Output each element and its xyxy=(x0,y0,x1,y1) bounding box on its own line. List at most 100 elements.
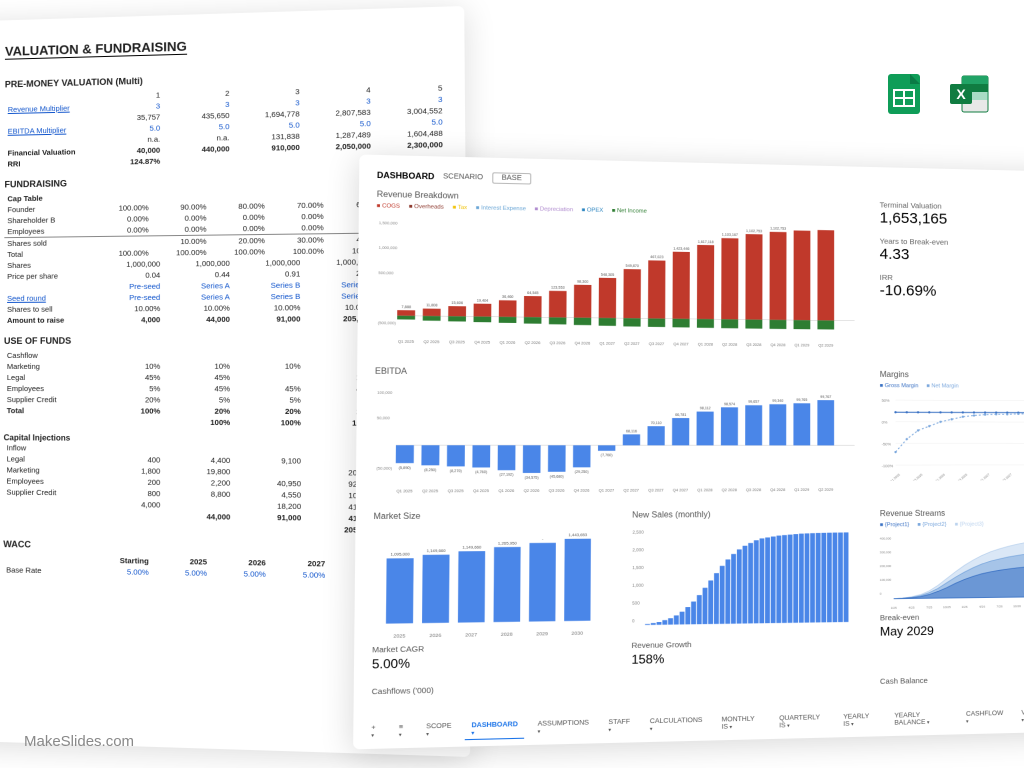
svg-text:Q3 2025: Q3 2025 xyxy=(912,473,924,481)
tab-dashboard[interactable]: DASHBOARD xyxy=(465,719,525,741)
svg-text:Q2 2026: Q2 2026 xyxy=(525,340,541,345)
svg-text:Q1 2027: Q1 2027 xyxy=(599,488,615,493)
svg-text:123,553: 123,553 xyxy=(551,286,565,290)
svg-text:100,000: 100,000 xyxy=(880,578,892,582)
svg-text:1,103,167: 1,103,167 xyxy=(722,233,738,237)
svg-text:70,110: 70,110 xyxy=(651,421,662,425)
svg-text:7,888: 7,888 xyxy=(401,305,411,309)
svg-text:-: - xyxy=(542,537,544,542)
svg-text:98,574: 98,574 xyxy=(724,402,735,406)
svg-text:1,500: 1,500 xyxy=(632,566,644,571)
svg-text:Q2 2028: Q2 2028 xyxy=(722,342,737,347)
svg-text:1,102,753: 1,102,753 xyxy=(746,229,762,233)
svg-text:-50%: -50% xyxy=(882,441,892,446)
kpi-column: Terminal Valuation1,653,165 Years to Bre… xyxy=(880,200,1024,357)
tab-calculations[interactable]: CALCULATIONS xyxy=(643,714,709,735)
svg-text:0%: 0% xyxy=(882,420,888,425)
svg-text:(5,890): (5,890) xyxy=(399,466,411,470)
svg-text:200,000: 200,000 xyxy=(880,564,892,568)
svg-text:64,545: 64,545 xyxy=(527,291,539,295)
svg-text:(4,760): (4,760) xyxy=(475,470,487,474)
svg-text:Q1 2026: Q1 2026 xyxy=(500,340,516,345)
sheet-tabs: + ≡ SCOPE DASHBOARD ASSUMPTIONS STAFF CALCULAT… xyxy=(364,706,1024,742)
svg-text:98,300: 98,300 xyxy=(577,279,588,283)
scenario-select[interactable]: BASE xyxy=(492,172,532,184)
dashboard-sheet: DASHBOARD SCENARIO BASE Revenue Breakdow… xyxy=(353,154,1024,749)
revenue-streams-chart: Revenue Streams {Project1}{Project2}{Pro… xyxy=(880,509,1024,663)
svg-text:(45,680): (45,680) xyxy=(550,474,564,478)
svg-text:549,870: 549,870 xyxy=(626,264,639,268)
tab-assumptions[interactable]: ASSUMPTIONS xyxy=(531,717,596,739)
tab-monthly-is[interactable]: MONTHLY IS xyxy=(715,713,766,734)
svg-text:Q3 2026: Q3 2026 xyxy=(957,473,969,481)
svg-text:98,112: 98,112 xyxy=(700,406,711,410)
svg-text:Q2 2029: Q2 2029 xyxy=(818,487,833,492)
tab-staff[interactable]: STAFF xyxy=(602,716,637,737)
svg-text:Q4 2026: Q4 2026 xyxy=(575,340,591,345)
svg-text:Q1 2029: Q1 2029 xyxy=(794,487,809,492)
tab-yearly-balance[interactable]: YEARLY BALANCE xyxy=(888,709,954,730)
svg-text:2027: 2027 xyxy=(465,633,477,639)
svg-text:Q3 2026: Q3 2026 xyxy=(550,340,566,345)
svg-text:(500,000): (500,000) xyxy=(378,320,397,325)
svg-text:1/25: 1/25 xyxy=(891,606,897,610)
tab-quarterly-is[interactable]: QUARTERLY IS xyxy=(773,712,831,733)
svg-text:Q1 2027: Q1 2027 xyxy=(979,472,991,481)
svg-text:10/25: 10/25 xyxy=(943,605,951,609)
svg-text:Q2 2026: Q2 2026 xyxy=(524,488,540,493)
svg-text:Q3 2025: Q3 2025 xyxy=(448,488,464,493)
svg-text:1,443,653: 1,443,653 xyxy=(568,532,588,537)
svg-text:Q3 2025: Q3 2025 xyxy=(449,339,465,344)
svg-text:2030: 2030 xyxy=(571,631,583,637)
app-icons: X xyxy=(882,72,992,121)
svg-text:Q1 2029: Q1 2029 xyxy=(794,342,809,347)
svg-text:500,000: 500,000 xyxy=(378,270,393,275)
svg-text:Q4 2027: Q4 2027 xyxy=(673,488,688,493)
svg-text:1/26: 1/26 xyxy=(962,605,968,609)
tab-cashflow[interactable]: CASHFLOW xyxy=(960,708,1009,729)
svg-text:1,149,660: 1,149,660 xyxy=(427,548,447,553)
svg-text:15,606: 15,606 xyxy=(451,301,463,305)
svg-text:99,657: 99,657 xyxy=(748,400,759,404)
svg-text:(27,192): (27,192) xyxy=(499,473,513,477)
svg-text:Q1 2028: Q1 2028 xyxy=(698,341,713,346)
svg-text:(8,270): (8,270) xyxy=(450,469,462,473)
svg-text:Q4 2025: Q4 2025 xyxy=(473,488,489,493)
svg-text:2026: 2026 xyxy=(429,633,441,639)
tab-scope[interactable]: SCOPE xyxy=(419,720,458,741)
svg-text:Q2 2027: Q2 2027 xyxy=(623,488,639,493)
svg-text:Q1 2026: Q1 2026 xyxy=(498,488,514,493)
sheet-menu-button[interactable]: ≡ xyxy=(392,721,413,742)
svg-text:2025: 2025 xyxy=(393,634,405,640)
svg-text:1,423,446: 1,423,446 xyxy=(673,246,689,250)
svg-text:1,102,753: 1,102,753 xyxy=(770,227,786,231)
svg-text:1,000: 1,000 xyxy=(632,583,644,588)
svg-text:68,116: 68,116 xyxy=(626,429,637,433)
tab-valuation[interactable]: VALUATION xyxy=(1015,706,1024,726)
svg-text:50,000: 50,000 xyxy=(377,415,390,420)
svg-text:1,265,950: 1,265,950 xyxy=(498,541,518,546)
add-sheet-button[interactable]: + xyxy=(364,722,385,743)
svg-text:66,781: 66,781 xyxy=(675,413,686,417)
svg-text:99,340: 99,340 xyxy=(772,399,783,403)
svg-text:Q2 2025: Q2 2025 xyxy=(423,339,439,344)
svg-text:500: 500 xyxy=(632,601,640,606)
svg-text:Q4 2026: Q4 2026 xyxy=(574,488,590,493)
svg-text:1,000,000: 1,000,000 xyxy=(379,245,398,250)
svg-text:0: 0 xyxy=(880,592,882,596)
svg-text:Q1 2026: Q1 2026 xyxy=(934,473,946,481)
svg-text:Q2 2027: Q2 2027 xyxy=(624,341,639,346)
svg-text:7/26: 7/26 xyxy=(997,605,1003,609)
new-sales-chart: New Sales (monthly) 2,5002,0001,5001,000… xyxy=(631,510,861,667)
svg-text:X: X xyxy=(956,86,966,102)
margins-chart: Margins Gross MarginNet Margin 50%0%-50%… xyxy=(880,370,1024,495)
svg-text:Q4 2028: Q4 2028 xyxy=(770,342,785,347)
svg-text:Q3 2026: Q3 2026 xyxy=(549,488,565,493)
svg-text:99,767: 99,767 xyxy=(820,395,831,399)
tab-yearly-is[interactable]: YEARLY IS xyxy=(837,711,882,732)
market-size-chart: Market Size 1,095,00020251,149,66020261,… xyxy=(372,511,613,672)
svg-text:Q2 2025: Q2 2025 xyxy=(422,488,438,493)
svg-text:(8,250): (8,250) xyxy=(424,468,436,472)
svg-text:(50,000): (50,000) xyxy=(376,466,392,471)
svg-text:Q2 2029: Q2 2029 xyxy=(818,343,833,348)
